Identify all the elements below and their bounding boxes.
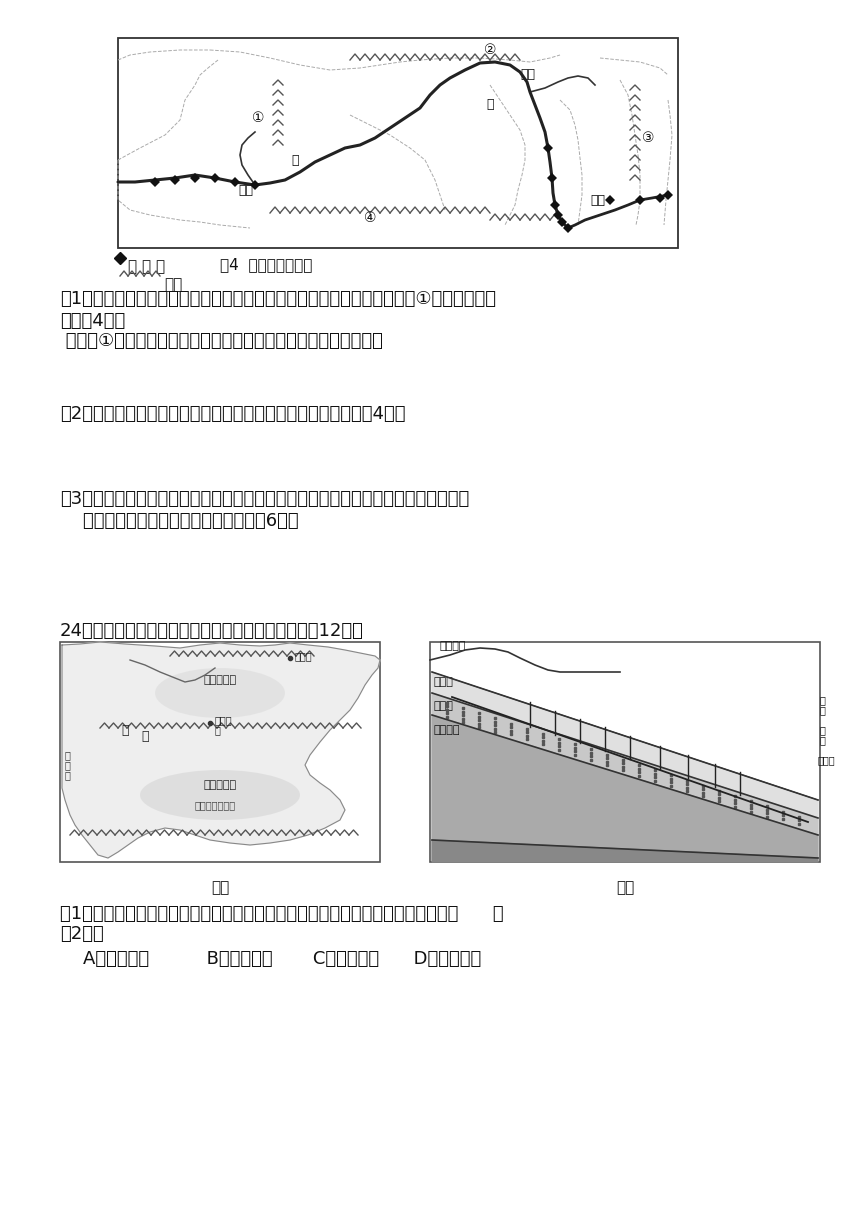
Text: ②: ② [483, 43, 496, 57]
Text: （2）黄河上、中、下游哪一河段的水电站最为密集？为什么？（4分）: （2）黄河上、中、下游哪一河段的水电站最为密集？为什么？（4分） [60, 405, 406, 423]
Text: 灌溉区: 灌溉区 [818, 755, 836, 765]
Ellipse shape [140, 770, 300, 820]
Polygon shape [62, 642, 380, 858]
Text: 山脉: 山脉 [164, 277, 182, 292]
Text: 乌鲁木: 乌鲁木 [215, 715, 232, 725]
Text: 塔里木盆地: 塔里木盆地 [204, 779, 237, 790]
Text: ④: ④ [364, 212, 377, 225]
Text: 河: 河 [292, 153, 298, 167]
Text: 井: 井 [820, 705, 826, 715]
Text: （3）含沙量是河流重要的水文特征之一。读图判断，兰州、河口、陕县三地所测黄河: （3）含沙量是河流重要的水文特征之一。读图判断，兰州、河口、陕县三地所测黄河 [60, 490, 470, 508]
Text: 水 电 站: 水 电 站 [128, 259, 165, 274]
Text: 塔克拉玛干沙漠: 塔克拉玛干沙漠 [194, 800, 236, 810]
Polygon shape [432, 693, 818, 835]
Polygon shape [432, 840, 818, 862]
Text: 无水层: 无水层 [434, 677, 454, 687]
Text: 含沙量哪个会是最大，并说明理由。（6分）: 含沙量哪个会是最大，并说明理由。（6分） [60, 512, 298, 530]
Text: ③: ③ [642, 131, 654, 145]
Polygon shape [432, 715, 818, 858]
Text: （1）支援新疆的物资，是利用铁路运输进入新疆，那么沿线可能会看到的风光是（      ）: （1）支援新疆的物资，是利用铁路运输进入新疆，那么沿线可能会看到的风光是（ ） [60, 905, 504, 923]
Text: 渠: 渠 [820, 734, 826, 745]
Text: 不透水层: 不透水层 [434, 725, 460, 734]
Text: 天: 天 [121, 724, 129, 737]
Text: 河口: 河口 [520, 68, 535, 81]
Text: 示例：①代表的是贺兰山，它是我国季风区与非季风区界线之一。: 示例：①代表的是贺兰山，它是我国季风区与非季风区界线之一。 [60, 332, 383, 350]
Text: 山: 山 [141, 731, 149, 743]
Polygon shape [432, 672, 818, 818]
Bar [60, 642, 380, 862]
Text: 昆: 昆 [64, 750, 70, 760]
Text: 山: 山 [64, 770, 70, 779]
Text: 准噶尔盆地: 准噶尔盆地 [204, 675, 237, 685]
Text: 阿勒泰: 阿勒泰 [295, 651, 313, 662]
Text: ①: ① [252, 111, 264, 125]
Text: （2分）: （2分） [60, 925, 104, 942]
Ellipse shape [155, 668, 285, 717]
Text: 图一: 图一 [211, 880, 229, 895]
Bar [118, 38, 678, 248]
Text: 齐: 齐 [215, 725, 221, 734]
Text: A、稻花飘香          B、热带丛林       C、傣家竹楼      D、大漠孤烟: A、稻花飘香 B、热带丛林 C、傣家竹楼 D、大漠孤烟 [60, 950, 482, 968]
Bar [430, 642, 820, 862]
Text: 陕县: 陕县 [590, 193, 605, 207]
Text: 24、读新疆地形图和坎儿井示意图，回答问题。（共12分）: 24、读新疆地形图和坎儿井示意图，回答问题。（共12分） [60, 623, 364, 640]
Text: 河: 河 [486, 98, 494, 112]
Text: 冰雪融水: 冰雪融水 [440, 641, 466, 651]
Text: 图4  黄河流域局部图: 图4 黄河流域局部图 [220, 257, 312, 272]
Text: 兰州: 兰州 [238, 184, 253, 197]
Text: 直: 直 [820, 696, 826, 705]
Text: （1）山脉往往是重要的地理分界线。请参考示例，任选图中一列山脉（除①外），加以说: （1）山脉往往是重要的地理分界线。请参考示例，任选图中一列山脉（除①外），加以说 [60, 289, 496, 308]
Text: 含水层: 含水层 [434, 700, 454, 711]
Text: 图二: 图二 [616, 880, 634, 895]
Text: 暗: 暗 [820, 725, 826, 734]
Text: 仑: 仑 [64, 760, 70, 770]
Text: 明。（4分）: 明。（4分） [60, 313, 126, 330]
